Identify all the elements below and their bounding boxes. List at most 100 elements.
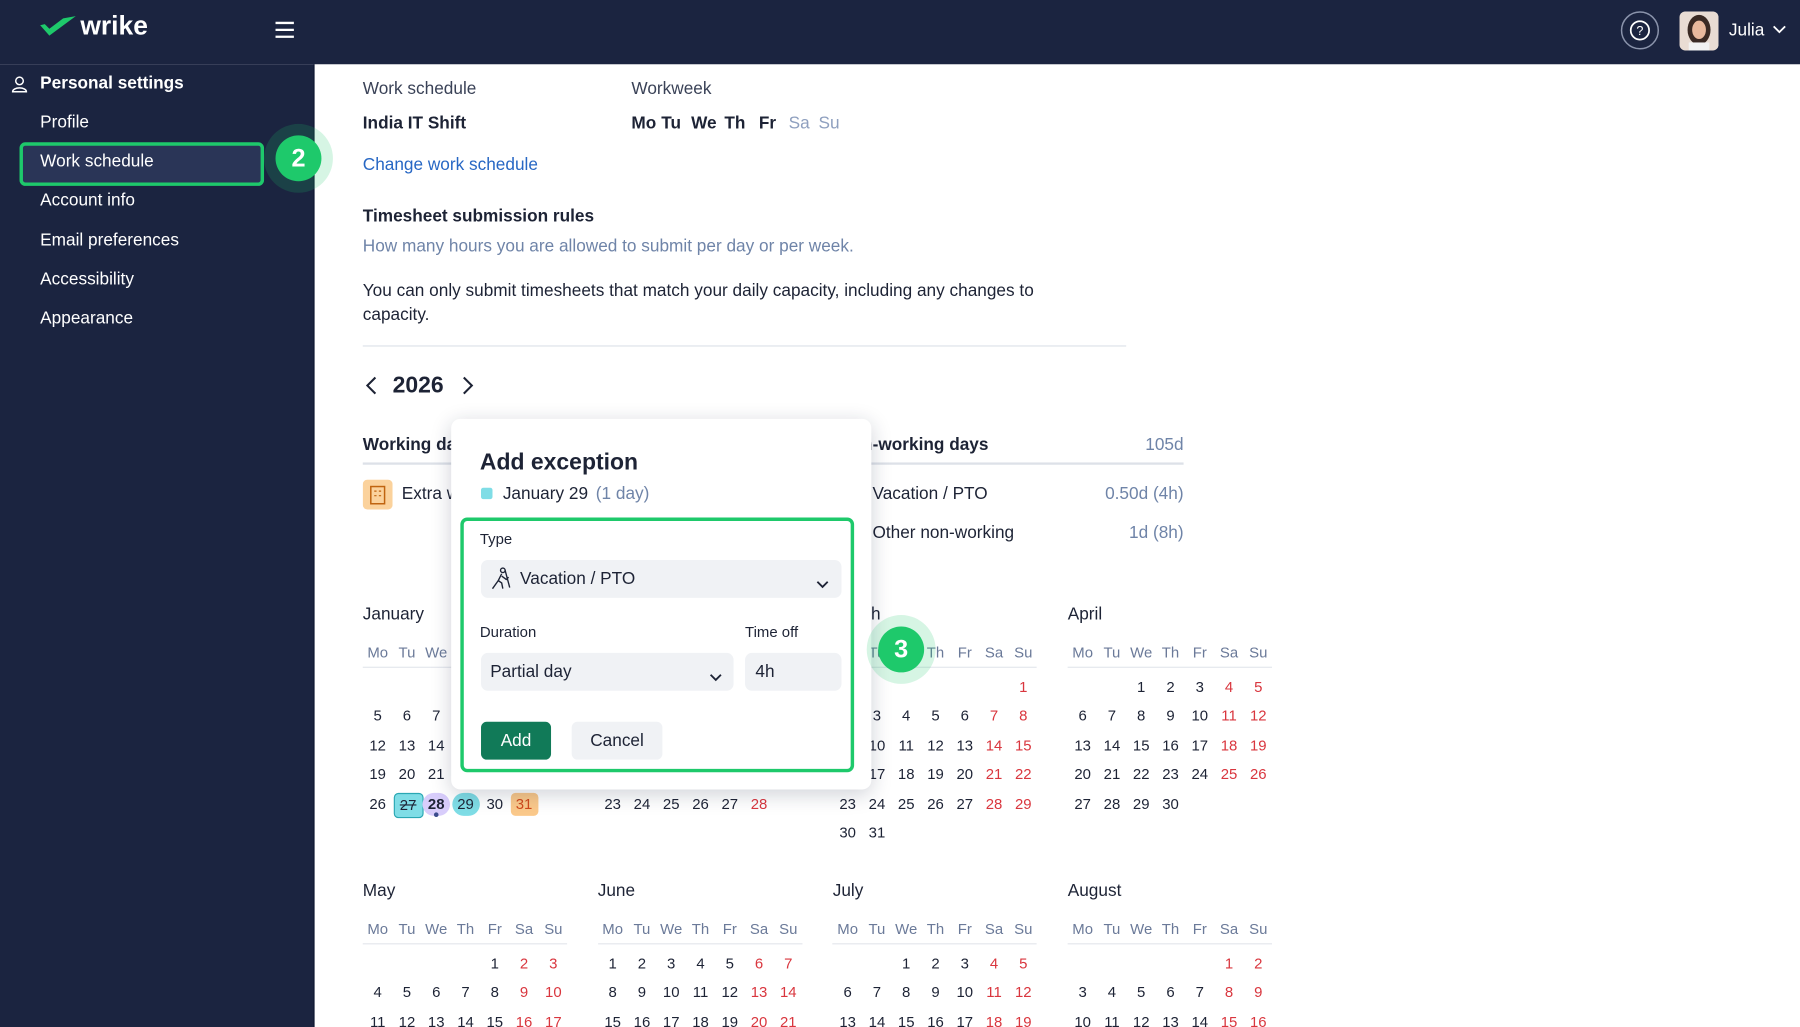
calendar-day[interactable]: 6 bbox=[754, 954, 764, 972]
menu-button[interactable] bbox=[274, 21, 295, 39]
calendar-day[interactable]: 16 bbox=[1162, 736, 1179, 754]
nav-item[interactable]: Email preferences bbox=[40, 230, 179, 250]
calendar-day[interactable]: 11 bbox=[898, 736, 914, 754]
calendar-day[interactable]: 11 bbox=[369, 1013, 386, 1027]
calendar-day[interactable]: 4 bbox=[373, 983, 382, 1002]
calendar-day[interactable]: 6 bbox=[960, 707, 969, 725]
calendar-day[interactable]: 30 bbox=[839, 823, 856, 842]
calendar-day[interactable]: 3 bbox=[960, 954, 969, 972]
calendar-day[interactable]: 28 bbox=[985, 794, 1003, 812]
calendar-day[interactable]: 7 bbox=[989, 707, 999, 725]
calendar-day[interactable]: 27 bbox=[956, 794, 974, 812]
calendar-day[interactable]: 27 bbox=[721, 794, 739, 812]
calendar-day[interactable]: 22 bbox=[1015, 765, 1032, 783]
cancel-button[interactable]: Cancel bbox=[571, 721, 663, 760]
calendar-day[interactable]: 10 bbox=[662, 983, 680, 1002]
calendar-day[interactable]: 22 bbox=[1132, 765, 1150, 783]
calendar-day[interactable]: 4 bbox=[902, 707, 911, 725]
calendar-day[interactable]: 1 bbox=[1019, 678, 1028, 696]
calendar-day[interactable]: 12 bbox=[927, 736, 944, 754]
calendar-day[interactable]: 10 bbox=[1191, 707, 1209, 725]
calendar-day[interactable]: 1 bbox=[490, 954, 499, 972]
calendar-day[interactable]: 15 bbox=[1015, 736, 1032, 754]
calendar-day[interactable]: 20 bbox=[750, 1013, 768, 1027]
calendar-day[interactable]: 18 bbox=[897, 765, 915, 783]
calendar-day[interactable]: 1 bbox=[1137, 678, 1146, 696]
calendar-day[interactable]: 11 bbox=[1221, 707, 1237, 725]
calendar-day[interactable]: 6 bbox=[402, 707, 412, 725]
calendar-day[interactable]: 26 bbox=[692, 794, 709, 812]
calendar-day[interactable]: 17 bbox=[1191, 736, 1209, 754]
nav-item[interactable]: Appearance bbox=[40, 308, 134, 329]
calendar-day[interactable]: 29 bbox=[1015, 794, 1032, 812]
calendar-day[interactable]: 21 bbox=[1103, 765, 1121, 783]
calendar-day[interactable]: 5 bbox=[373, 707, 382, 725]
calendar-day[interactable]: 25 bbox=[1220, 765, 1238, 783]
calendar-day[interactable]: 8 bbox=[490, 983, 499, 1002]
calendar-day[interactable]: 23 bbox=[604, 794, 621, 812]
calendar-day[interactable]: 9 bbox=[931, 983, 940, 1002]
calendar-day[interactable]: 25 bbox=[662, 794, 680, 812]
calendar-day[interactable]: 8 bbox=[1019, 707, 1028, 725]
calendar-day[interactable]: 14 bbox=[1103, 736, 1121, 754]
calendar-day[interactable]: 4 bbox=[989, 954, 999, 972]
calendar-day[interactable]: 18 bbox=[692, 1013, 709, 1027]
calendar-day[interactable]: 14 bbox=[868, 1013, 886, 1027]
calendar-day[interactable]: 21 bbox=[985, 765, 1003, 783]
calendar-day[interactable]: 27 bbox=[1074, 794, 1091, 812]
calendar-day[interactable]: 15 bbox=[1220, 1013, 1238, 1027]
calendar-day[interactable]: 16 bbox=[515, 1013, 533, 1027]
calendar-day[interactable]: 12 bbox=[398, 1013, 416, 1027]
calendar-day[interactable]: 10 bbox=[956, 983, 974, 1002]
timeoff-input[interactable] bbox=[745, 652, 842, 691]
calendar-day[interactable]: 19 bbox=[927, 765, 944, 783]
calendar-day[interactable]: 20 bbox=[956, 765, 974, 783]
help-button[interactable]: ? bbox=[1620, 10, 1660, 50]
calendar-day[interactable]: 31 bbox=[868, 823, 886, 842]
calendar-day[interactable]: 28 bbox=[1103, 794, 1121, 812]
calendar-day[interactable]: 14 bbox=[985, 736, 1003, 754]
calendar-day[interactable]: 14 bbox=[1191, 1013, 1209, 1027]
calendar-day[interactable]: 17 bbox=[662, 1013, 680, 1027]
calendar-day[interactable]: 12 bbox=[369, 736, 386, 754]
calendar-day[interactable]: 7 bbox=[872, 983, 882, 1002]
calendar-day[interactable]: 31 bbox=[510, 792, 538, 816]
calendar-day[interactable]: 11 bbox=[1104, 1013, 1120, 1027]
calendar-day[interactable]: 3 bbox=[549, 954, 558, 972]
calendar-day[interactable]: 8 bbox=[1224, 983, 1234, 1002]
calendar-day[interactable]: 17 bbox=[545, 1013, 562, 1027]
calendar-day[interactable]: 17 bbox=[868, 765, 886, 783]
calendar-day[interactable]: 4 bbox=[1107, 983, 1117, 1002]
nav-item[interactable]: Account info bbox=[40, 190, 135, 211]
calendar-day[interactable]: 6 bbox=[1166, 983, 1175, 1002]
calendar-day[interactable]: 10 bbox=[868, 736, 886, 754]
duration-select[interactable] bbox=[481, 652, 734, 691]
user-name[interactable]: Julia bbox=[1728, 20, 1765, 41]
prev-year[interactable] bbox=[365, 376, 379, 400]
calendar-day[interactable]: 12 bbox=[1132, 1013, 1150, 1027]
calendar-day[interactable]: 19 bbox=[1015, 1013, 1032, 1027]
avatar[interactable] bbox=[1679, 11, 1719, 51]
calendar-day[interactable]: 9 bbox=[1166, 707, 1175, 725]
calendar-day[interactable]: 2 bbox=[931, 954, 940, 972]
calendar-day[interactable]: 7 bbox=[1107, 707, 1117, 725]
calendar-day[interactable]: 28 bbox=[750, 794, 768, 812]
calendar-day[interactable]: 24 bbox=[1191, 765, 1209, 783]
calendar-day[interactable]: 4 bbox=[696, 954, 705, 972]
calendar-day[interactable]: 15 bbox=[897, 1013, 915, 1027]
calendar-day[interactable]: 14 bbox=[780, 983, 797, 1002]
calendar-day[interactable]: 12 bbox=[721, 983, 739, 1002]
calendar-day[interactable]: 2 bbox=[637, 954, 647, 972]
duration-value[interactable]: Partial day bbox=[490, 662, 572, 682]
calendar-day[interactable]: 25 bbox=[897, 794, 915, 812]
next-year[interactable] bbox=[460, 376, 474, 400]
type-value[interactable]: Vacation / PTO bbox=[520, 569, 636, 589]
add-button[interactable]: Add bbox=[481, 721, 552, 760]
calendar-day[interactable]: 26 bbox=[369, 794, 386, 812]
calendar-day[interactable]: 5 bbox=[1137, 983, 1146, 1002]
nav-item[interactable]: Work schedule bbox=[40, 151, 154, 172]
calendar-day[interactable]: 28 bbox=[422, 792, 451, 816]
calendar-day[interactable]: 9 bbox=[637, 983, 647, 1002]
calendar-day[interactable]: 11 bbox=[986, 983, 1002, 1002]
calendar-day[interactable]: 26 bbox=[1250, 765, 1267, 783]
